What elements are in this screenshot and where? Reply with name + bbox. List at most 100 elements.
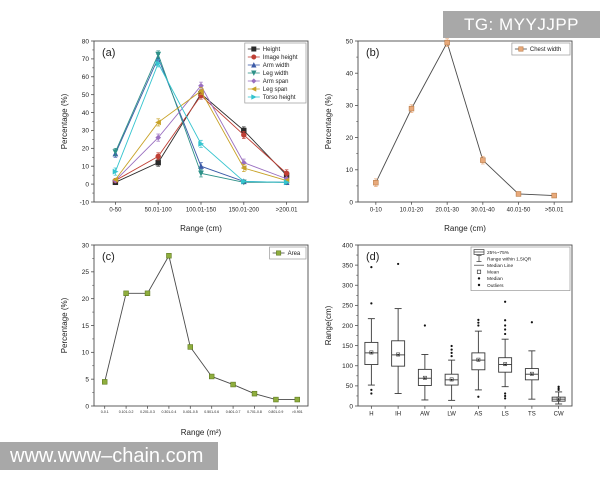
svg-text:50: 50: [82, 92, 90, 99]
x-axis-title: Range (m²): [181, 428, 222, 437]
watermark-telegram-badge: TG: MYYJJPP: [443, 11, 600, 38]
plot-frame: [93, 244, 309, 407]
series-leg-span: [112, 87, 290, 184]
svg-text:30: 30: [346, 103, 354, 110]
svg-text:50.01-100: 50.01-100: [145, 208, 173, 214]
svg-text:70: 70: [82, 56, 90, 63]
subplot-a: -10 0 10 20 30 40 50 60 70 80 0-50 50.01-100 100.01-…: [58, 36, 314, 236]
series-chest-width: [373, 38, 557, 199]
svg-text:CW: CW: [554, 412, 564, 418]
svg-text:5: 5: [85, 376, 89, 383]
svg-text:0: 0: [349, 403, 353, 410]
svg-text:Arm width: Arm width: [263, 63, 290, 69]
svg-text:Range within 1.5IQR: Range within 1.5IQR: [487, 256, 532, 262]
svg-text:LW: LW: [447, 412, 456, 418]
svg-text:Outliers: Outliers: [487, 283, 504, 289]
svg-text:150: 150: [342, 343, 353, 350]
svg-text:0-50: 0-50: [109, 208, 122, 214]
chart-d: 0 50 100 150 200 250 300 350 400 H IH AW LW AS LS TS CW R…: [324, 242, 573, 418]
y-axis-title: Percentage (%): [60, 93, 69, 149]
svg-text:60: 60: [82, 74, 90, 81]
svg-text:Median Line: Median Line: [487, 263, 513, 269]
svg-text:20: 20: [82, 146, 90, 153]
svg-text:AW: AW: [420, 412, 430, 418]
svg-text:30: 30: [82, 242, 90, 249]
svg-text:300: 300: [342, 283, 353, 290]
svg-text:0: 0: [85, 403, 89, 410]
svg-text:40: 40: [346, 71, 354, 78]
panel-label: (d): [366, 251, 379, 263]
x-axis: 0-0.1 0.101-0.2 0.201-0.3 0.301-0.4 0.401-0.…: [101, 406, 303, 414]
svg-text:30.01-40: 30.01-40: [471, 208, 495, 214]
svg-text:0.801-0.9: 0.801-0.9: [269, 410, 284, 414]
svg-text:350: 350: [342, 262, 353, 269]
svg-text:>200.01: >200.01: [276, 208, 299, 214]
svg-text:TS: TS: [528, 412, 536, 418]
box-AW: [417, 324, 432, 401]
svg-text:LS: LS: [501, 412, 508, 418]
svg-text:30: 30: [82, 128, 90, 135]
svg-text:10: 10: [82, 164, 90, 171]
y-axis: 0 50 100 150 200 250 300 350 400: [342, 242, 358, 410]
chart-c: 0 5 10 15 20 25 30 0-0.1 0.101-0.2 0.201-0.3 0.301…: [60, 242, 309, 437]
svg-text:150.01-200: 150.01-200: [229, 208, 260, 214]
svg-text:20: 20: [346, 135, 354, 142]
y-axis-title: Percentage (%): [324, 93, 333, 149]
svg-text:15: 15: [82, 323, 90, 330]
svg-text:0: 0: [349, 199, 353, 206]
svg-text:Torso height: Torso height: [263, 95, 296, 101]
svg-text:50: 50: [346, 38, 354, 45]
y-axis: 0 10 20 30 40 50: [346, 38, 358, 206]
y-axis-title: Percentage (%): [60, 297, 69, 353]
svg-text:80: 80: [82, 38, 90, 45]
svg-text:Image height: Image height: [263, 55, 298, 61]
svg-text:10.01-20: 10.01-20: [400, 208, 424, 214]
chart-b: 0 10 20 30 40 50 0-10 10.01-20 20.01-30 30.01-40 4…: [324, 38, 573, 233]
svg-text:20.01-30: 20.01-30: [435, 208, 459, 214]
box-LW: [444, 344, 459, 401]
box-CW: [551, 385, 566, 405]
svg-text:0.701-0.8: 0.701-0.8: [247, 410, 262, 414]
subplot-c: 0 5 10 15 20 25 30 0-0.1 0.101-0.2 0.201-0.3 0.301…: [58, 240, 314, 440]
svg-text:0-10: 0-10: [370, 208, 383, 214]
svg-text:40: 40: [82, 110, 90, 117]
y-axis-title: Range(cm): [324, 305, 333, 345]
svg-text:25%~75%: 25%~75%: [487, 250, 510, 256]
box-LS: [498, 300, 513, 400]
svg-text:Median: Median: [487, 276, 503, 282]
panel-label: (b): [366, 47, 379, 59]
svg-text:Area: Area: [288, 251, 301, 257]
svg-text:Height: Height: [263, 47, 281, 53]
chart-a: -10 0 10 20 30 40 50 60 70 80 0-50 50.01-100 100.01-…: [60, 38, 309, 233]
plot-frame: [357, 40, 573, 203]
svg-text:0.301-0.4: 0.301-0.4: [162, 410, 177, 414]
svg-text:Chest width: Chest width: [530, 47, 561, 53]
svg-text:50: 50: [346, 383, 354, 390]
svg-text:0.401-0.5: 0.401-0.5: [183, 410, 198, 414]
svg-text:0.501-0.6: 0.501-0.6: [204, 410, 219, 414]
watermark-telegram-text: TG: MYYJJPP: [463, 14, 580, 34]
svg-text:10: 10: [346, 167, 354, 174]
svg-text:100: 100: [342, 363, 353, 370]
svg-text:>0.901: >0.901: [292, 410, 303, 414]
svg-text:Mean: Mean: [487, 270, 499, 276]
svg-text:H: H: [369, 412, 373, 418]
svg-text:0-0.1: 0-0.1: [101, 410, 109, 414]
series-torso-height: [112, 59, 290, 186]
legend: Chest width: [511, 42, 571, 56]
svg-text:10: 10: [82, 350, 90, 357]
panel-label: (c): [102, 251, 115, 263]
svg-text:Arm span: Arm span: [263, 79, 289, 85]
svg-text:-10: -10: [80, 199, 90, 206]
x-axis-title: Range (cm): [444, 224, 486, 233]
svg-text:200: 200: [342, 323, 353, 330]
svg-text:IH: IH: [395, 412, 401, 418]
series-area: [101, 253, 300, 403]
svg-text:0.201-0.3: 0.201-0.3: [140, 410, 155, 414]
svg-text:Leg width: Leg width: [263, 71, 289, 77]
svg-text:25: 25: [82, 269, 90, 276]
box-AS: [471, 286, 486, 398]
watermark-website-badge: www.www–chain.com: [0, 442, 218, 470]
